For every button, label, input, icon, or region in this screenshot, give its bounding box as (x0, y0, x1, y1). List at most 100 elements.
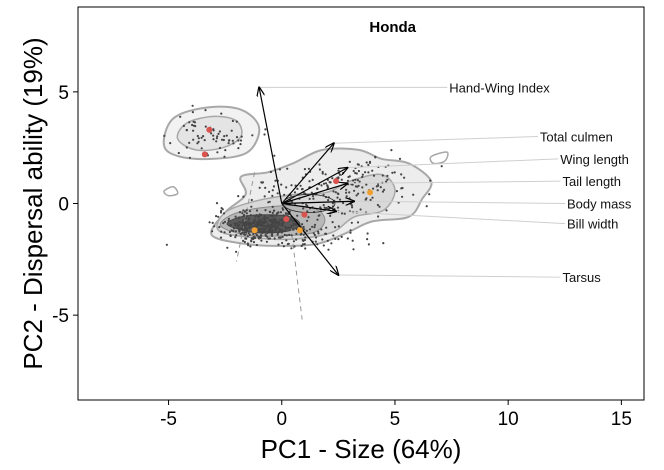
scatter-point (302, 207, 305, 210)
scatter-point (271, 228, 274, 232)
scatter-point (320, 228, 323, 231)
scatter-point (271, 218, 274, 221)
contour-satellite-left (163, 186, 179, 197)
scatter-point (294, 222, 297, 225)
scatter-point (352, 169, 355, 173)
scatter-point (325, 206, 328, 210)
scatter-point (197, 137, 200, 140)
scatter-point (271, 194, 274, 197)
scatter-point (208, 221, 211, 224)
scatter-point (242, 221, 246, 224)
scatter-point (256, 224, 259, 227)
axes-layer: -5 0 5 10 15 -5 0 5 (52, 83, 632, 430)
scatter-point (308, 197, 311, 200)
scatter-point (243, 240, 246, 244)
scatter-point (223, 220, 226, 223)
scatter-point (232, 142, 235, 145)
scatter-point (291, 220, 294, 223)
scatter-point (220, 138, 224, 141)
scatter-point (228, 230, 231, 234)
scatter-point (366, 232, 369, 235)
scatter-point (215, 140, 218, 143)
scatter-point (303, 228, 306, 231)
scatter-point (361, 175, 364, 179)
scatter-point (243, 233, 246, 236)
scatter-point (242, 209, 245, 212)
scatter-point (261, 222, 265, 225)
scatter-point (220, 112, 223, 115)
scatter-point (316, 187, 319, 191)
scatter-point (290, 234, 293, 237)
vector-label: Bill width (567, 217, 618, 232)
scatter-point (285, 186, 288, 189)
scatter-point (381, 190, 385, 193)
scatter-point (345, 191, 348, 194)
scatter-point (385, 180, 388, 183)
scatter-point (196, 134, 199, 138)
scatter-point (271, 222, 274, 225)
scatter-point (329, 214, 332, 217)
scatter-point (340, 178, 343, 181)
scatter-point (346, 237, 349, 240)
scatter-point (257, 236, 260, 239)
x-tick-label: 10 (498, 409, 519, 430)
scatter-point (348, 197, 351, 200)
scatter-point (253, 218, 257, 221)
scatter-point (274, 179, 277, 182)
scatter-point (332, 234, 335, 237)
scatter-point (232, 227, 236, 230)
scatter-point (247, 232, 250, 235)
scatter-point (218, 130, 221, 133)
scatter-point (319, 206, 322, 209)
scatter-point (304, 236, 307, 239)
scatter-point (365, 183, 368, 186)
scatter-point (219, 236, 223, 239)
scatter-point (213, 225, 216, 228)
origin-ellipse (282, 194, 336, 213)
scatter-point (292, 223, 295, 226)
scatter-point (401, 186, 404, 190)
scatter-point (379, 186, 382, 189)
scatter-point (378, 205, 381, 208)
scatter-point (275, 227, 278, 230)
vector-leader-line (338, 274, 561, 278)
scatter-point (272, 225, 275, 228)
scatter-point (332, 190, 335, 193)
scatter-point (177, 151, 180, 155)
scatter-point (191, 111, 194, 114)
scatter-point (315, 236, 318, 239)
scatter-point (226, 246, 229, 249)
scatter-point (343, 212, 346, 215)
contour-satellite-right (429, 151, 449, 165)
scatter-point (249, 226, 252, 229)
scatter-point (286, 212, 290, 215)
scatter-point (393, 171, 396, 174)
highlight-point (251, 227, 258, 234)
scatter-point (290, 226, 293, 229)
scatter-point (258, 215, 261, 218)
scatter-point (286, 167, 289, 170)
scatter-point (345, 188, 348, 191)
scatter-point (377, 184, 380, 187)
scatter-point (358, 180, 361, 183)
scatter-point (325, 232, 328, 235)
scatter-point (246, 229, 249, 232)
scatter-point (282, 214, 285, 217)
scatter-point (348, 175, 351, 178)
scatter-point (338, 173, 342, 176)
scatter-point (334, 237, 337, 240)
scatter-point (337, 225, 340, 228)
scatter-point (220, 230, 223, 233)
scatter-point (222, 138, 225, 142)
scatter-point (390, 149, 393, 152)
vector-label: Total culmen (540, 130, 613, 145)
scatter-point (192, 129, 195, 132)
scatter-point (220, 209, 223, 213)
scatter-point (338, 198, 342, 201)
scatter-point (318, 168, 321, 171)
scatter-point (327, 199, 330, 202)
scatter-point (269, 230, 273, 233)
scatter-point (349, 229, 352, 232)
scatter-point (351, 239, 354, 242)
